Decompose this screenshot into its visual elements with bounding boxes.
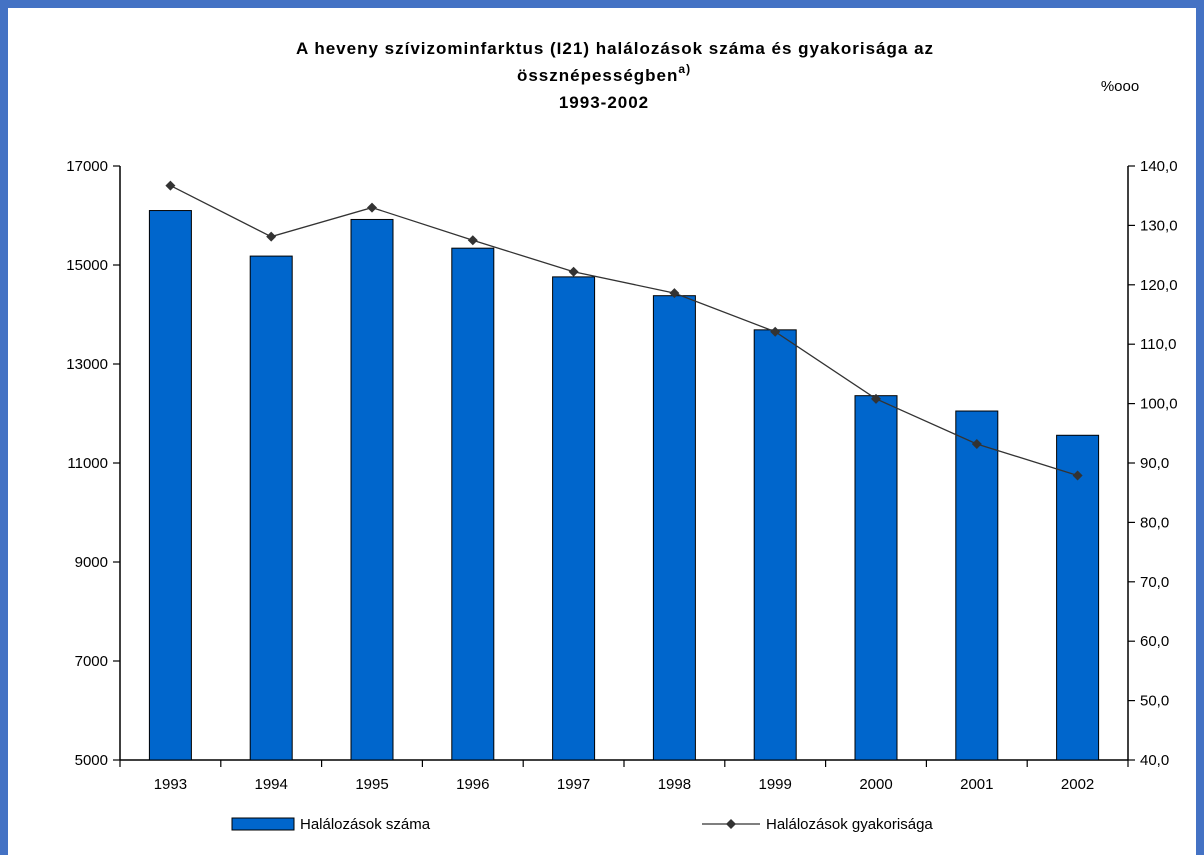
line-point: [266, 231, 277, 242]
axes: 5000 7000 9000 11000 13000 15000 17000 40,0 50,0…: [66, 158, 1177, 793]
line-point: [367, 202, 377, 213]
x-axis-tick-label: 1995: [355, 776, 388, 793]
legend-label-bars: Halálozások száma: [300, 816, 431, 833]
bar: [552, 276, 596, 761]
legend: Halálozások száma Halálozások gyakorisága: [231, 816, 933, 833]
bar-series: [148, 210, 1100, 761]
right-axis-tick-label: 40,0: [1140, 752, 1169, 769]
line-point: [165, 180, 176, 191]
chart-title-line-1: A heveny szívizominfarktus (I21) haláloz…: [296, 39, 934, 58]
line-point: [467, 235, 478, 246]
chart-frame: A heveny szívizominfarktus (I21) haláloz…: [8, 8, 1196, 855]
bar: [148, 210, 192, 761]
bar: [854, 395, 898, 761]
left-axis-tick-label: 7000: [75, 653, 108, 670]
bar: [753, 329, 797, 761]
chart-title-line-2: össznépességbena): [517, 62, 691, 85]
line-point: [971, 438, 982, 449]
right-axis-tick-label: 110,0: [1140, 336, 1176, 353]
x-axis-tick-label: 1997: [557, 776, 590, 793]
x-axis-tick-label: 1993: [154, 776, 187, 793]
x-axis-tick-label: 1996: [456, 776, 489, 793]
chart: A heveny szívizominfarktus (I21) haláloz…: [66, 39, 1177, 833]
bar: [350, 218, 394, 761]
bar: [652, 295, 696, 761]
right-axis-tick-label: 50,0: [1140, 693, 1169, 710]
left-axis-tick-label: 5000: [75, 752, 108, 769]
line-point: [1072, 470, 1083, 481]
bar: [1056, 434, 1100, 761]
right-axis-tick-label: 80,0: [1140, 514, 1169, 531]
right-axis-unit: %ooo: [1101, 78, 1139, 95]
legend-swatch-marker: [726, 819, 736, 829]
line-point: [871, 393, 881, 404]
left-axis-tick-label: 13000: [66, 356, 108, 373]
right-axis-tick-label: 130,0: [1140, 217, 1178, 234]
line-point: [568, 266, 579, 277]
left-axis-tick-label: 9000: [75, 554, 108, 571]
legend-label-line: Halálozások gyakorisága: [766, 816, 933, 833]
chart-title-footnote-mark: a): [678, 62, 691, 76]
line-point: [770, 326, 781, 337]
x-axis-tick-label: 2002: [1061, 776, 1094, 793]
chart-title-region: össznépességben: [517, 66, 678, 85]
x-axis-tick-label: 2000: [859, 776, 892, 793]
x-axis-tick-label: 1998: [658, 776, 691, 793]
x-axis-tick-label: 1994: [255, 776, 288, 793]
bar: [955, 410, 999, 761]
left-axis-tick-label: 17000: [66, 158, 108, 175]
right-axis-tick-label: 100,0: [1140, 396, 1178, 413]
right-axis-tick-label: 70,0: [1140, 574, 1169, 591]
line-series: [165, 180, 1083, 481]
bar: [249, 255, 293, 761]
x-axis-tick-label: 2001: [960, 776, 993, 793]
right-axis-tick-label: 120,0: [1140, 277, 1178, 294]
left-axis-tick-label: 15000: [66, 257, 108, 274]
left-axis-tick-label: 11000: [67, 455, 108, 472]
legend-swatch-bars: [231, 817, 295, 831]
bar: [451, 247, 495, 761]
right-axis-tick-label: 90,0: [1140, 455, 1169, 472]
series-line: [170, 185, 1078, 477]
right-axis-tick-label: 140,0: [1140, 158, 1178, 175]
line-point: [669, 288, 680, 299]
chart-title-years: 1993-2002: [559, 93, 649, 112]
right-axis-tick-label: 60,0: [1140, 633, 1169, 650]
x-axis-tick-label: 1999: [759, 776, 792, 793]
